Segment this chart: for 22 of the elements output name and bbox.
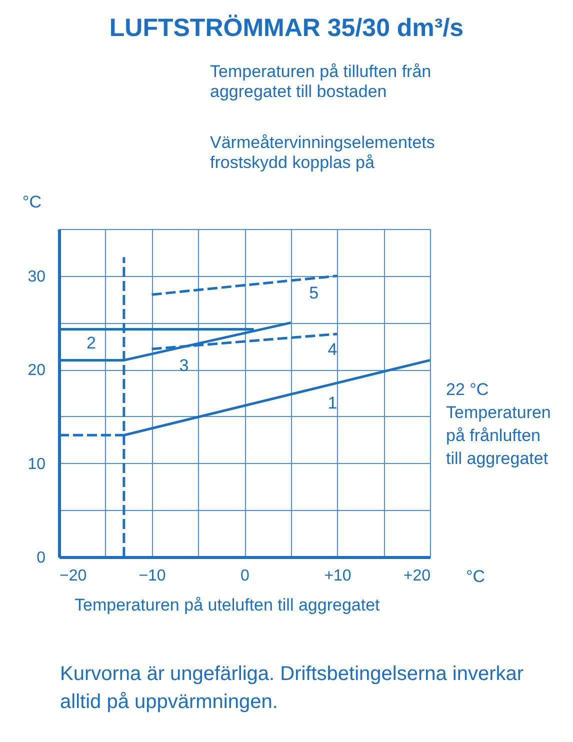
text: Värmeåtervinningselementets frostskydd kopplas på: [210, 133, 436, 173]
annotation: 1: [328, 393, 338, 412]
x-axis-title: Temperaturen på uteluften till aggregatet: [74, 596, 380, 614]
x-tick-label: −10: [138, 568, 166, 584]
y-tick-label: 0: [36, 550, 46, 566]
text: Temperaturen på tilluften från aggregatet till bostaden: [210, 62, 432, 102]
annotation: 4: [328, 340, 338, 359]
chart-title: LUFTSTRÖMMAR 35/30 dm³/s: [108, 14, 465, 43]
x-tick-label: −20: [60, 568, 87, 584]
x-tick-label: +20: [403, 568, 431, 584]
x-tick-label: 0: [240, 568, 250, 584]
text: 22 °C Temperaturen på frånluften till aggregatet: [446, 379, 551, 470]
y-tick-label: 20: [28, 362, 46, 380]
text: Kurvorna är ungefärliga. Driftsbetingelserna inverkar alltid på uppvärmningen.: [60, 662, 525, 715]
text: °C: [466, 567, 486, 587]
annotation: 2: [86, 333, 96, 352]
y-tick-label: 10: [28, 456, 46, 473]
annotation: 3: [179, 356, 189, 375]
y-axis-title: °C: [22, 192, 42, 212]
y-tick-label: 30: [28, 268, 46, 286]
annotation: 5: [309, 284, 319, 303]
x-tick-label: +10: [324, 568, 352, 584]
